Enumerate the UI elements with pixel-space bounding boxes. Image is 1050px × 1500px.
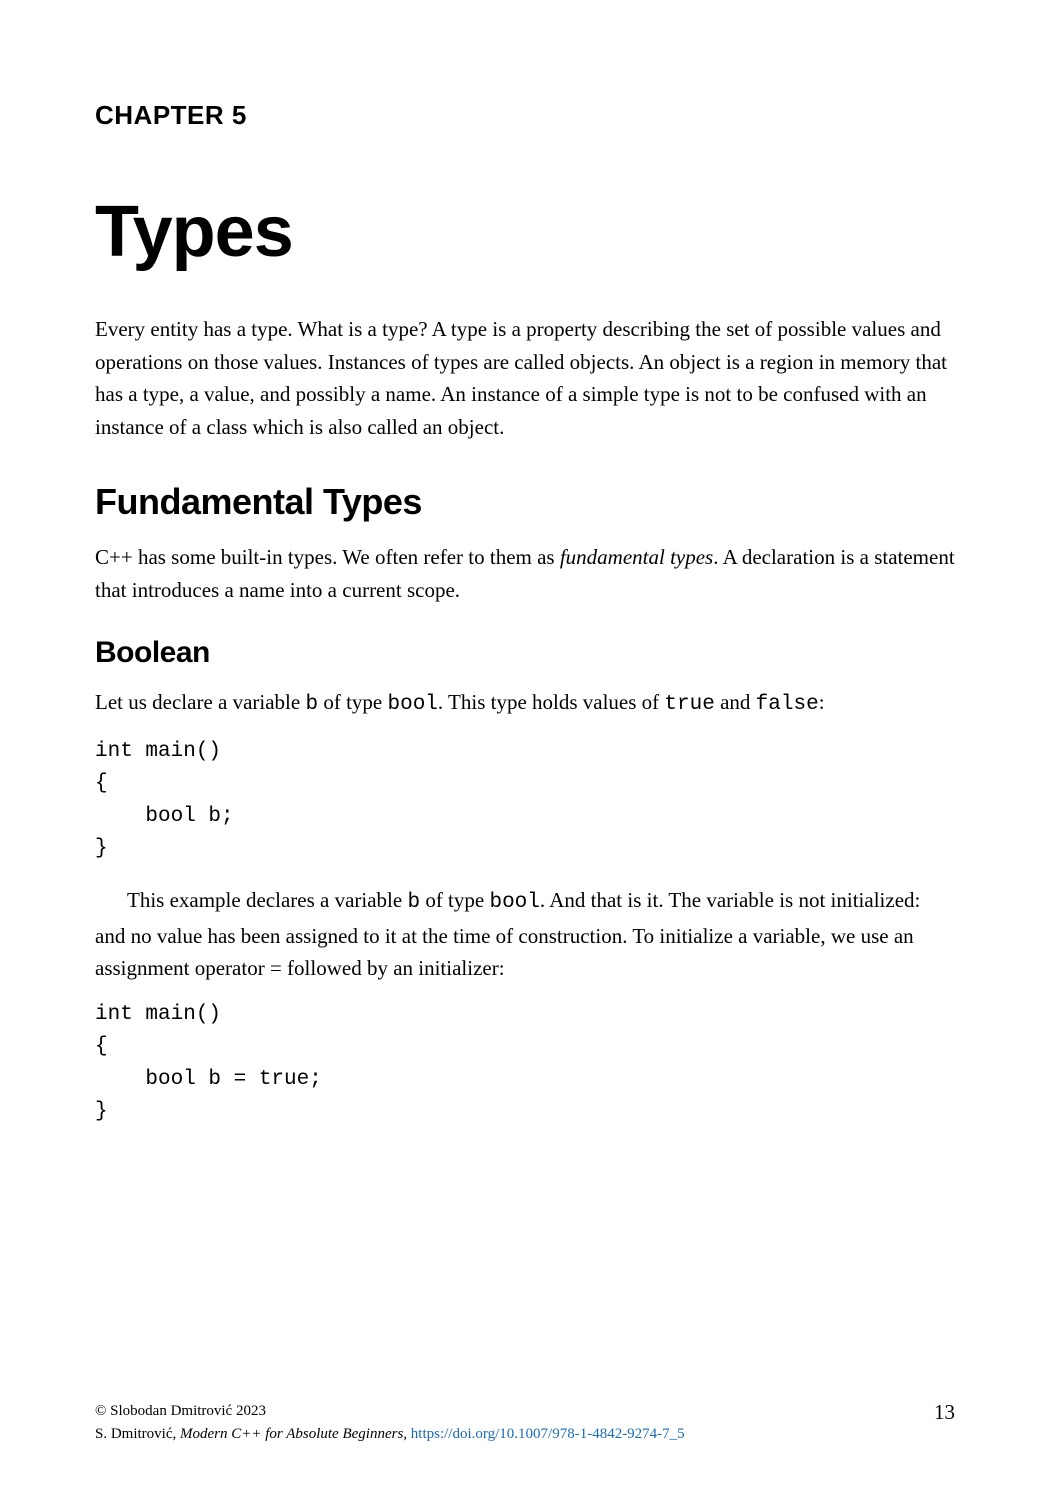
inline-code: bool: [387, 693, 437, 716]
chapter-title: Types: [95, 191, 955, 273]
citation-author: S. Dmitrović,: [95, 1426, 180, 1442]
boolean-intro-text: Let us declare a variable b of type bool…: [95, 686, 955, 722]
citation-title: Modern C++ for Absolute Beginners: [180, 1426, 403, 1442]
text-fragment: :: [819, 690, 825, 714]
inline-code: b: [305, 693, 318, 716]
subsection-heading-boolean: Boolean: [95, 636, 955, 670]
code-block-2: int main() { bool b = true; }: [95, 999, 955, 1129]
page-footer: © Slobodan Dmitrović 2023 S. Dmitrović, …: [95, 1400, 955, 1445]
text-fragment: This example declares a variable: [127, 888, 407, 912]
inline-code: bool: [489, 891, 539, 914]
footer-copyright: © Slobodan Dmitrović 2023: [95, 1400, 955, 1423]
text-fragment: of type: [420, 888, 489, 912]
section-heading-fundamental-types: Fundamental Types: [95, 481, 955, 523]
intro-paragraph: Every entity has a type. What is a type?…: [95, 313, 955, 443]
code-block-1: int main() { bool b; }: [95, 736, 955, 866]
doi-link[interactable]: https://doi.org/10.1007/978-1-4842-9274-…: [411, 1426, 685, 1442]
text-fragment: Let us declare a variable: [95, 690, 305, 714]
inline-code: b: [407, 891, 420, 914]
section-text-italic: fundamental types: [560, 545, 713, 569]
boolean-para2: This example declares a variable b of ty…: [95, 884, 955, 985]
inline-code: true: [664, 693, 714, 716]
section-text: C++ has some built-in types. We often re…: [95, 541, 955, 606]
inline-code: false: [756, 693, 819, 716]
footer-citation: S. Dmitrović, Modern C++ for Absolute Be…: [95, 1423, 955, 1446]
text-fragment: of type: [318, 690, 387, 714]
section-text-before: C++ has some built-in types. We often re…: [95, 545, 560, 569]
page-number: 13: [934, 1397, 955, 1429]
text-fragment: and: [715, 690, 756, 714]
text-fragment: . This type holds values of: [438, 690, 665, 714]
chapter-label: CHAPTER 5: [95, 100, 955, 131]
citation-sep: ,: [403, 1426, 411, 1442]
